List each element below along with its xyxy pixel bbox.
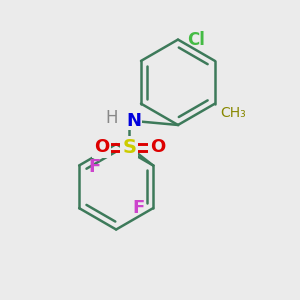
Text: S: S <box>122 138 136 157</box>
Text: CH₃: CH₃ <box>220 106 246 120</box>
Text: F: F <box>132 199 144 217</box>
Text: F: F <box>88 158 100 176</box>
Text: O: O <box>94 138 109 156</box>
Text: O: O <box>150 138 165 156</box>
Text: Cl: Cl <box>188 31 205 49</box>
Text: N: N <box>126 112 141 130</box>
Text: H: H <box>106 109 118 127</box>
